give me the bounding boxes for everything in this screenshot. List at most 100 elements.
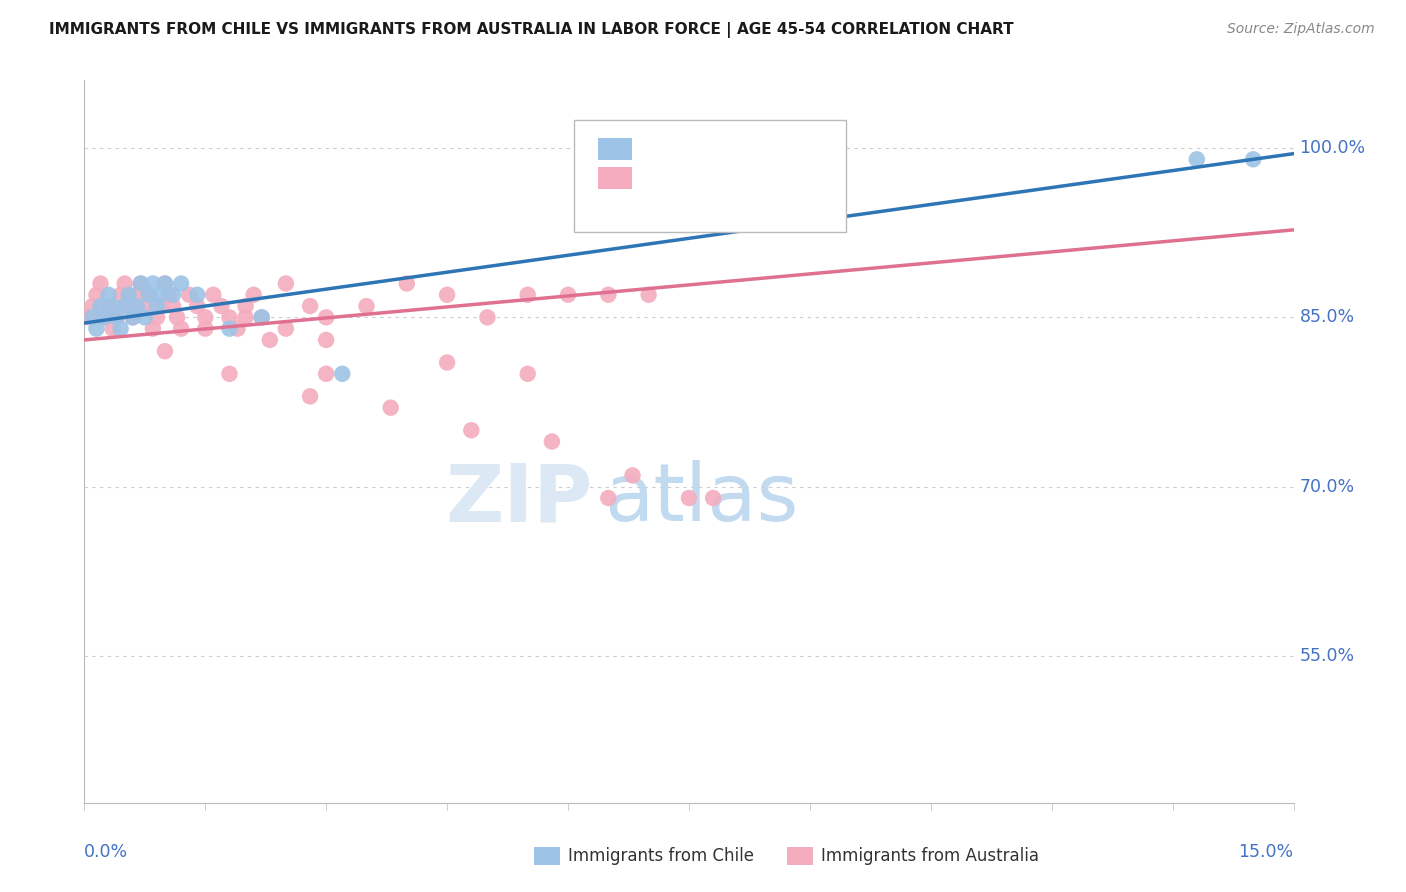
Point bbox=[170, 277, 193, 291]
Point bbox=[179, 287, 201, 301]
FancyBboxPatch shape bbox=[574, 120, 846, 232]
Point bbox=[315, 333, 337, 347]
Point bbox=[235, 299, 257, 313]
Text: 55.0%: 55.0% bbox=[1299, 647, 1355, 665]
Point bbox=[97, 299, 120, 313]
Point bbox=[330, 367, 353, 381]
Point bbox=[194, 310, 217, 325]
Point bbox=[77, 310, 100, 325]
Point bbox=[250, 310, 273, 325]
Point bbox=[89, 299, 111, 313]
Point bbox=[101, 299, 124, 313]
Bar bbox=[599, 167, 633, 188]
Point bbox=[125, 287, 148, 301]
Point bbox=[186, 287, 208, 301]
Point bbox=[516, 287, 538, 301]
Point bbox=[259, 333, 281, 347]
Point bbox=[202, 287, 225, 301]
Point bbox=[138, 287, 160, 301]
Text: 85.0%: 85.0% bbox=[1299, 309, 1355, 326]
Point bbox=[380, 401, 402, 415]
Point bbox=[209, 299, 232, 313]
Point bbox=[557, 287, 579, 301]
Point bbox=[170, 321, 193, 335]
Point bbox=[153, 344, 176, 359]
Point bbox=[89, 277, 111, 291]
Point bbox=[637, 287, 659, 301]
Point bbox=[356, 299, 378, 313]
Point bbox=[97, 287, 120, 301]
Point bbox=[129, 277, 152, 291]
Point bbox=[138, 287, 160, 301]
Point bbox=[114, 299, 136, 313]
Point bbox=[125, 299, 148, 313]
Point bbox=[142, 277, 165, 291]
Point bbox=[226, 321, 249, 335]
Text: 0.0%: 0.0% bbox=[84, 843, 128, 861]
Point bbox=[118, 299, 141, 313]
Point bbox=[477, 310, 499, 325]
Point bbox=[149, 287, 172, 301]
Point bbox=[121, 310, 143, 325]
Point bbox=[1241, 153, 1264, 167]
Point bbox=[516, 367, 538, 381]
Point bbox=[82, 310, 104, 325]
Point bbox=[315, 367, 337, 381]
Point bbox=[702, 491, 724, 505]
Point bbox=[86, 321, 108, 335]
Point bbox=[242, 287, 264, 301]
Point bbox=[134, 299, 156, 313]
Text: 15.0%: 15.0% bbox=[1239, 843, 1294, 861]
Point bbox=[162, 287, 184, 301]
Point bbox=[162, 299, 184, 313]
Text: atlas: atlas bbox=[605, 460, 799, 539]
Text: Immigrants from Australia: Immigrants from Australia bbox=[821, 847, 1039, 865]
Point bbox=[86, 287, 108, 301]
Point bbox=[1185, 153, 1208, 167]
Point bbox=[82, 299, 104, 313]
Point bbox=[157, 287, 180, 301]
Point bbox=[194, 321, 217, 335]
Point bbox=[186, 299, 208, 313]
Bar bbox=[599, 138, 633, 160]
Point bbox=[129, 277, 152, 291]
Point bbox=[436, 355, 458, 369]
Point bbox=[153, 277, 176, 291]
Point bbox=[146, 310, 169, 325]
Point bbox=[274, 321, 297, 335]
Point bbox=[105, 310, 128, 325]
Point bbox=[153, 277, 176, 291]
Point bbox=[436, 287, 458, 301]
Point bbox=[621, 468, 644, 483]
Point bbox=[134, 310, 156, 325]
Text: N = 27: N = 27 bbox=[737, 140, 804, 158]
Text: 70.0%: 70.0% bbox=[1299, 478, 1355, 496]
Point bbox=[250, 310, 273, 325]
Point bbox=[460, 423, 482, 437]
Point bbox=[218, 367, 240, 381]
Point bbox=[101, 321, 124, 335]
Point bbox=[218, 310, 240, 325]
Point bbox=[166, 310, 188, 325]
Point bbox=[146, 299, 169, 313]
Point bbox=[142, 321, 165, 335]
Point bbox=[149, 299, 172, 313]
Point bbox=[93, 310, 115, 325]
Point bbox=[114, 277, 136, 291]
Point bbox=[299, 299, 322, 313]
Point bbox=[110, 321, 132, 335]
Point bbox=[541, 434, 564, 449]
Point bbox=[105, 310, 128, 325]
Text: R = 0.625: R = 0.625 bbox=[641, 140, 738, 158]
Text: ZIP: ZIP bbox=[444, 460, 592, 539]
Point bbox=[598, 287, 620, 301]
Point bbox=[110, 287, 132, 301]
Text: IMMIGRANTS FROM CHILE VS IMMIGRANTS FROM AUSTRALIA IN LABOR FORCE | AGE 45-54 CO: IMMIGRANTS FROM CHILE VS IMMIGRANTS FROM… bbox=[49, 22, 1014, 38]
Point bbox=[218, 321, 240, 335]
Point bbox=[598, 491, 620, 505]
Point bbox=[235, 310, 257, 325]
Point bbox=[93, 310, 115, 325]
Point bbox=[299, 389, 322, 403]
Text: Immigrants from Chile: Immigrants from Chile bbox=[568, 847, 754, 865]
Point bbox=[121, 310, 143, 325]
